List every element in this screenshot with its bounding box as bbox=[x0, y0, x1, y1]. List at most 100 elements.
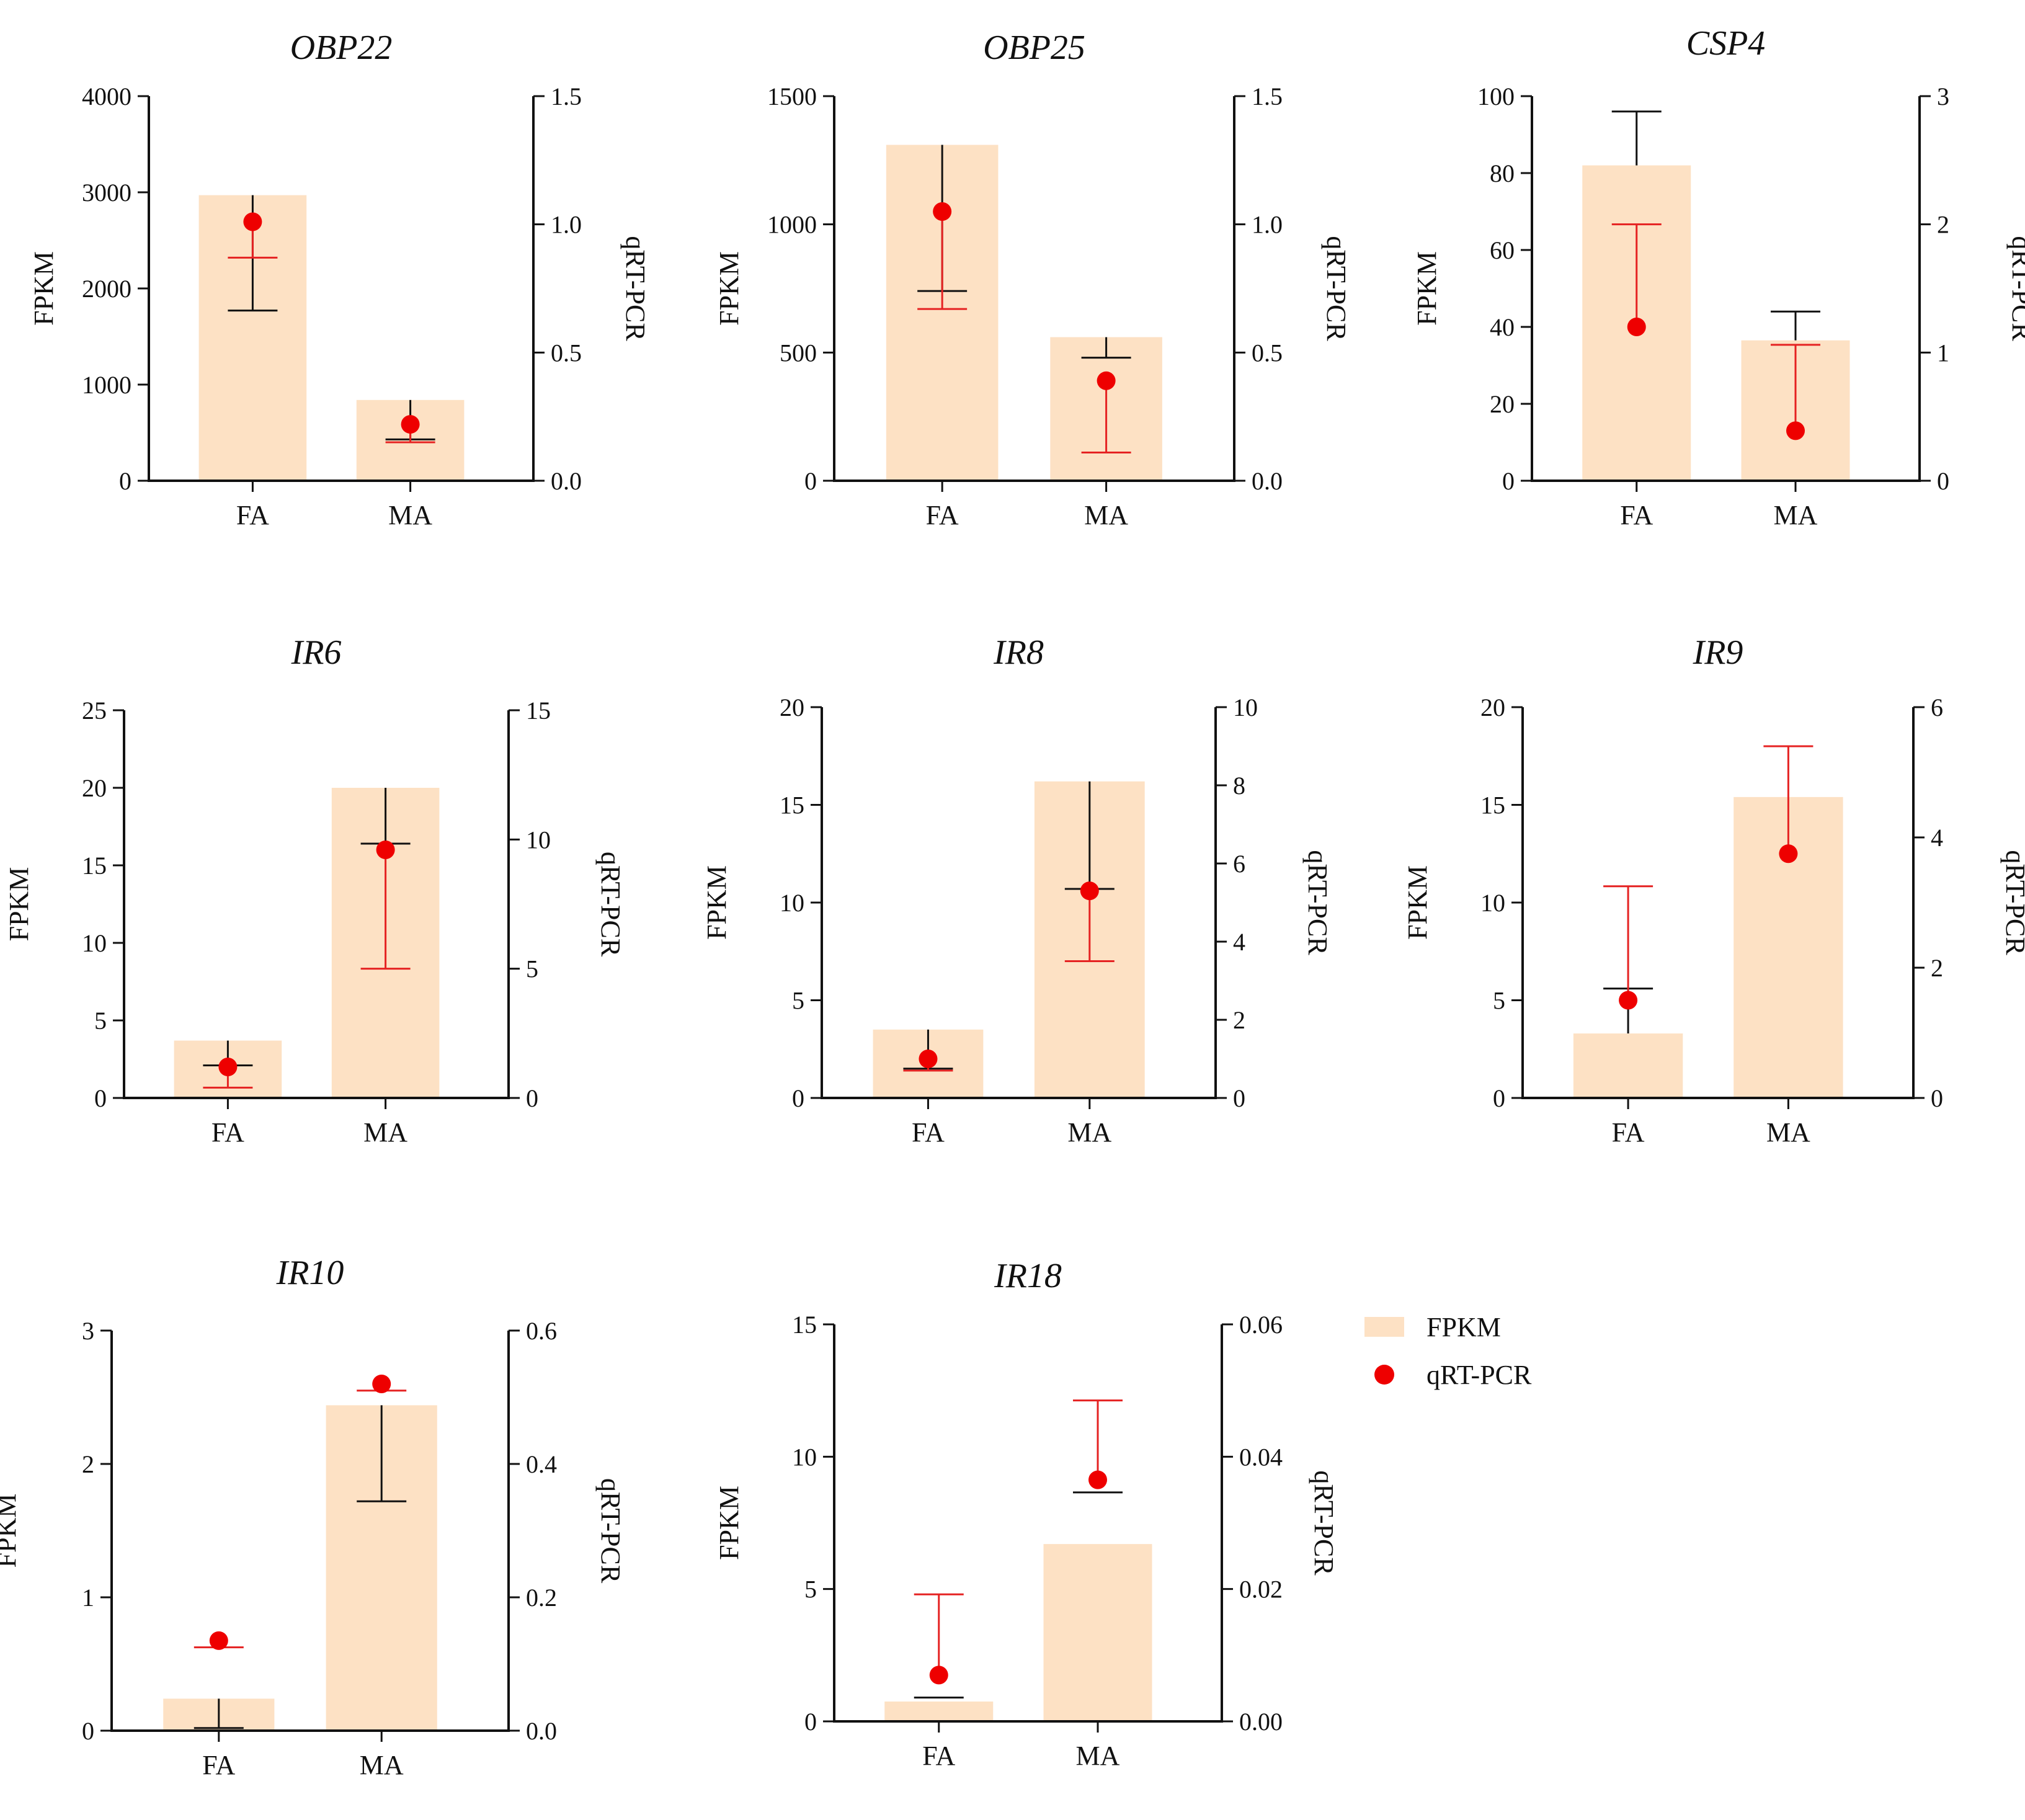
qpcr-point bbox=[1779, 844, 1798, 863]
category-label: MA bbox=[1084, 500, 1128, 530]
qpcr-point bbox=[1097, 371, 1116, 390]
chart-title: OBP25 bbox=[983, 29, 1085, 67]
right-tick-label: 0.06 bbox=[1239, 1311, 1283, 1339]
category-label: FA bbox=[1612, 1117, 1645, 1148]
right-tick-label: 15 bbox=[526, 697, 551, 725]
left-tick-label: 5 bbox=[94, 1007, 107, 1035]
left-tick-label: 1 bbox=[82, 1584, 94, 1612]
category-label: MA bbox=[360, 1750, 404, 1780]
left-tick-label: 20 bbox=[780, 694, 804, 721]
left-tick-label: 0 bbox=[119, 467, 131, 495]
fpkm-bar bbox=[1043, 1544, 1152, 1721]
right-tick-label: 2 bbox=[1937, 211, 1949, 239]
category-label: FA bbox=[236, 500, 269, 530]
left-tick-label: 2 bbox=[82, 1450, 94, 1478]
chart-panel: 0 5 10 15 20 0 2 4 6 FA MA IR9 FPKM qRT-PCR bbox=[1402, 633, 2025, 1148]
y-axis-title: FPKM bbox=[1402, 865, 1433, 940]
qpcr-point bbox=[218, 1058, 238, 1076]
left-tick-label: 5 bbox=[1493, 987, 1505, 1015]
y2-axis-title: qRT-PCR bbox=[1321, 236, 1351, 341]
right-tick-label: 6 bbox=[1931, 694, 1943, 721]
legend-qpcr-marker bbox=[1374, 1365, 1394, 1385]
qpcr-point bbox=[1088, 1470, 1107, 1489]
left-tick-label: 10 bbox=[792, 1443, 817, 1471]
left-tick-label: 60 bbox=[1490, 236, 1515, 264]
right-tick-label: 10 bbox=[526, 826, 551, 854]
left-tick-label: 2000 bbox=[82, 275, 131, 303]
right-tick-label: 0 bbox=[1233, 1084, 1245, 1112]
legend-qpcr-label: qRT-PCR bbox=[1426, 1360, 1532, 1390]
y2-axis-title: qRT-PCR bbox=[620, 236, 651, 341]
y2-axis-title: qRT-PCR bbox=[595, 1478, 626, 1584]
right-tick-label: 0.02 bbox=[1239, 1576, 1283, 1604]
y-axis-title: FPKM bbox=[714, 1486, 744, 1560]
left-tick-label: 1500 bbox=[767, 83, 817, 110]
left-tick-label: 4000 bbox=[82, 83, 131, 110]
y-axis-title: FPKM bbox=[714, 251, 744, 326]
right-tick-label: 3 bbox=[1937, 83, 1949, 110]
left-tick-label: 100 bbox=[1477, 83, 1515, 110]
chart-panel: 0 1 2 3 0.0 0.2 0.4 0.6 FA MA IR10 FPKM qRT-PCR bbox=[0, 1254, 626, 1780]
chart-panel: 0 20 40 60 80 100 0 1 2 3 FA MA CSP4 FPKM qRT-PCR bbox=[1412, 24, 2025, 530]
category-label: FA bbox=[912, 1117, 945, 1148]
right-tick-label: 0.5 bbox=[551, 339, 582, 367]
left-tick-label: 15 bbox=[792, 1311, 817, 1339]
right-tick-label: 0 bbox=[1937, 467, 1949, 495]
chart-title: IR18 bbox=[994, 1257, 1062, 1295]
left-tick-label: 5 bbox=[804, 1576, 817, 1604]
right-tick-label: 0.2 bbox=[526, 1584, 557, 1612]
right-tick-label: 10 bbox=[1233, 694, 1258, 721]
left-tick-label: 0 bbox=[1502, 467, 1515, 495]
qpcr-point bbox=[243, 212, 262, 231]
legend-fpkm-label: FPKM bbox=[1426, 1312, 1501, 1342]
chart-title: IR8 bbox=[993, 633, 1044, 672]
y2-axis-title: qRT-PCR bbox=[2006, 236, 2025, 341]
left-tick-label: 15 bbox=[780, 792, 804, 819]
qpcr-point bbox=[1786, 421, 1805, 440]
left-tick-label: 25 bbox=[82, 697, 107, 725]
left-tick-label: 20 bbox=[82, 774, 107, 802]
left-tick-label: 10 bbox=[780, 889, 804, 917]
left-tick-label: 0 bbox=[94, 1084, 107, 1112]
y-axis-title: FPKM bbox=[0, 1494, 22, 1568]
chart-panel: 0 1000 2000 3000 4000 0.0 0.5 1.0 1.5 FA MA OBP22 FP… bbox=[29, 29, 651, 530]
chart-title: IR10 bbox=[276, 1254, 344, 1292]
right-tick-label: 4 bbox=[1931, 824, 1943, 852]
qpcr-point bbox=[1619, 991, 1638, 1010]
left-tick-label: 0 bbox=[1493, 1084, 1505, 1112]
right-tick-label: 5 bbox=[526, 955, 538, 983]
qpcr-point bbox=[1627, 318, 1646, 336]
right-tick-label: 0.5 bbox=[1252, 339, 1283, 367]
y-axis-title: FPKM bbox=[4, 867, 34, 942]
left-tick-label: 0 bbox=[792, 1084, 804, 1112]
right-tick-label: 0.0 bbox=[551, 467, 582, 495]
left-tick-label: 0 bbox=[804, 1708, 817, 1736]
right-tick-label: 0.00 bbox=[1239, 1708, 1283, 1736]
left-tick-label: 40 bbox=[1490, 313, 1515, 341]
right-tick-label: 8 bbox=[1233, 772, 1245, 800]
right-tick-label: 2 bbox=[1931, 954, 1943, 982]
chart-panel: 0 5 10 15 0.00 0.02 0.04 0.06 FA MA IR18 FPKM qRT-PC… bbox=[714, 1257, 1339, 1771]
left-tick-label: 10 bbox=[82, 929, 107, 957]
qpcr-point bbox=[1080, 881, 1099, 901]
category-label: FA bbox=[926, 500, 959, 530]
legend-fpkm-swatch bbox=[1364, 1317, 1404, 1337]
left-tick-label: 15 bbox=[82, 852, 107, 880]
right-tick-label: 6 bbox=[1233, 850, 1245, 878]
chart-title: CSP4 bbox=[1686, 24, 1766, 63]
y-axis-title: FPKM bbox=[701, 865, 732, 940]
left-tick-label: 1000 bbox=[767, 211, 817, 239]
y2-axis-title: qRT-PCR bbox=[2000, 850, 2025, 955]
right-tick-label: 1 bbox=[1937, 339, 1949, 367]
right-tick-label: 0 bbox=[1931, 1084, 1943, 1112]
right-tick-label: 0.04 bbox=[1239, 1443, 1283, 1471]
right-tick-label: 0.4 bbox=[526, 1450, 557, 1478]
right-tick-label: 4 bbox=[1233, 928, 1245, 956]
qpcr-point bbox=[372, 1375, 391, 1393]
category-label: MA bbox=[1067, 1117, 1111, 1148]
right-tick-label: 1.0 bbox=[1252, 211, 1283, 239]
right-tick-label: 1.5 bbox=[1252, 83, 1283, 110]
category-label: MA bbox=[388, 500, 432, 530]
